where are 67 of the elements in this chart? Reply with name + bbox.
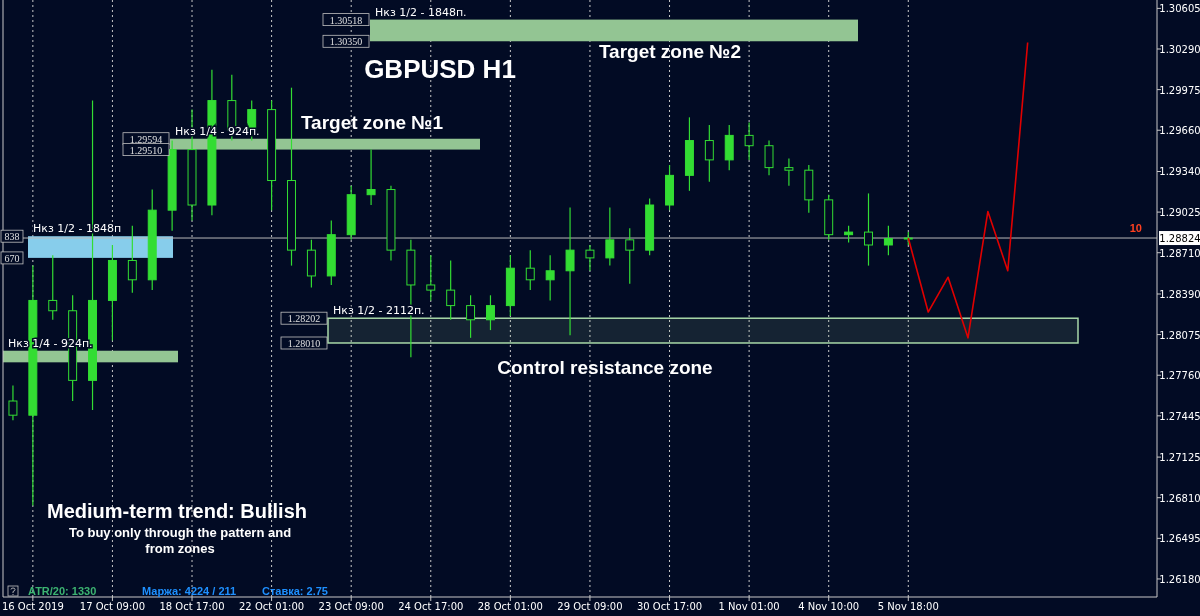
y-tick-label: 1.30605 (1159, 3, 1200, 15)
y-tick-label: 1.29340 (1159, 166, 1200, 178)
annotation: 1.30350 (329, 36, 363, 48)
y-tick-label: 1.28710 (1159, 247, 1200, 259)
candlestick (704, 124, 714, 183)
x-tick-label: 4 Nov 10:00 (798, 601, 860, 612)
candlestick (525, 249, 535, 291)
band-label: Нкз 1/2 - 1848п. (375, 5, 467, 19)
annotation: Target zone №1 (300, 112, 444, 133)
x-tick-label: 16 Oct 2019 (1, 601, 64, 612)
annotation: ATR/20: 1330 (28, 585, 97, 597)
y-tick-label: 1.27445 (1159, 410, 1200, 422)
x-tick-label: 18 Oct 17:00 (159, 601, 225, 612)
y-tick-label: 1.29025 (1159, 207, 1200, 219)
candlestick (784, 158, 794, 187)
y-tick-label: 1.26810 (1159, 492, 1200, 504)
candlestick (545, 254, 555, 302)
candlestick (446, 259, 456, 321)
y-tick-label: 1.28075 (1159, 329, 1200, 341)
x-tick-label: 24 Oct 17:00 (398, 601, 464, 612)
y-tick-label: 1.29660 (1159, 125, 1200, 137)
y-tick-label: 1.26180 (1159, 573, 1200, 585)
y-tick-label: 1.27125 (1159, 452, 1200, 464)
x-tick-label: 22 Oct 01:00 (239, 601, 305, 612)
text: GBPUSD H1 (364, 54, 516, 84)
candlestick (8, 384, 18, 421)
candlestick (625, 227, 635, 285)
x-tick-label: 28 Oct 01:00 (477, 601, 543, 612)
candlestick (864, 192, 873, 267)
candlestick (426, 254, 436, 302)
annotation: 1.28010 (287, 338, 321, 349)
annotation: 838 (4, 231, 20, 243)
candlestick (565, 207, 575, 336)
candlestick (127, 225, 137, 294)
x-tick-label: 23 Oct 09:00 (318, 601, 384, 612)
y-tick-label: 1.27760 (1159, 370, 1200, 382)
candlestick (366, 148, 376, 206)
x-tick-label: 30 Oct 17:00 (636, 601, 703, 612)
candlestick (883, 225, 893, 256)
candlestick (485, 294, 495, 331)
candlestick (764, 139, 774, 176)
annotation: 1.30518 (329, 14, 363, 26)
annotation: 1.29510 (129, 144, 163, 156)
ref-line-label: 1.28824 (1159, 233, 1200, 245)
x-tick-label: 17 Oct 09:00 (79, 601, 146, 612)
candlestick (605, 207, 615, 267)
annotation: 1.29594 (129, 133, 163, 145)
annotation: 10 (1129, 222, 1142, 234)
annotation: Маржа: 4224 / 211 (142, 585, 237, 597)
candlestick (48, 254, 58, 321)
y-tick-label: 1.30290 (1159, 44, 1200, 55)
y-tick-label: 1.28390 (1159, 288, 1200, 300)
y-tick-label: 1.29975 (1159, 84, 1200, 96)
annotation: Control resistance zone (497, 357, 713, 378)
candlestick (744, 121, 754, 161)
candlestick (585, 244, 595, 272)
x-tick-label: 29 Oct 09:00 (557, 601, 623, 612)
annotation: Target zone №2 (598, 41, 742, 62)
annotation: Medium-term trend: Bullish (46, 500, 308, 522)
annotation: 670 (4, 252, 20, 264)
annotation: To buy only through the pattern and from zones (68, 525, 292, 557)
candlestick (466, 294, 476, 339)
y-tick-label: 1.26495 (1159, 533, 1200, 545)
x-tick-label: 5 Nov 18:00 (877, 601, 939, 612)
annotation: Ставка: 2.75 (262, 585, 328, 597)
annotation: 1.28202 (287, 313, 321, 325)
x-tick-label: 1 Nov 01:00 (718, 601, 780, 612)
